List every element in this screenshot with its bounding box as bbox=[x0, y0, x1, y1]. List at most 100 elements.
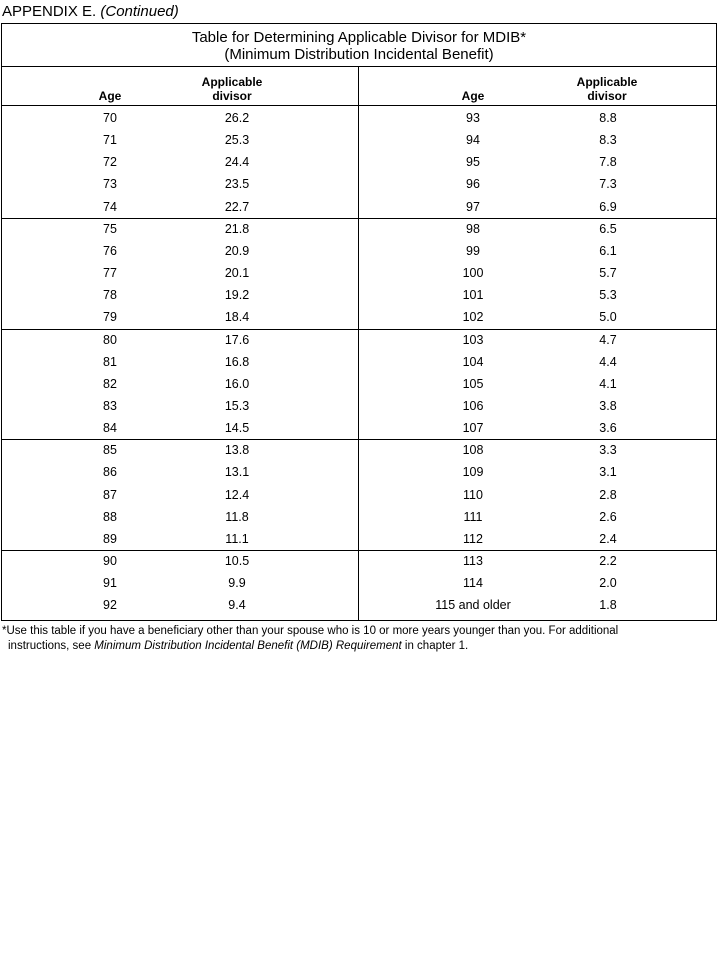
age-cell: 78 bbox=[103, 288, 117, 303]
age-cell: 77 bbox=[103, 266, 117, 281]
divisor-cell: 20.1 bbox=[224, 266, 250, 281]
divisor-cell: 4.4 bbox=[599, 354, 617, 369]
divisor-cell: 7.3 bbox=[599, 177, 617, 192]
age-cell: 88 bbox=[103, 509, 117, 524]
divisor-cell: 8.3 bbox=[599, 133, 617, 148]
divisor-cell: 1.8 bbox=[599, 598, 617, 613]
age-cell: 92 bbox=[103, 598, 117, 613]
table-title: Table for Determining Applicable Divisor… bbox=[2, 24, 716, 67]
divisor-cell: 24.4 bbox=[224, 155, 250, 170]
divisor-cell: 26.2 bbox=[224, 111, 250, 125]
divisor-cell: 4.1 bbox=[599, 376, 617, 391]
divisor-cell: 3.1 bbox=[599, 465, 617, 480]
age-cell: 100 bbox=[462, 266, 484, 281]
divisor-cell: 9.9 bbox=[228, 576, 246, 591]
age-cell: 94 bbox=[466, 133, 480, 148]
divisor-cell: 2.6 bbox=[599, 509, 617, 524]
divisor-cell: 6.5 bbox=[599, 221, 617, 236]
divisor-cell: 8.8 bbox=[599, 111, 617, 125]
group-separator bbox=[2, 328, 716, 330]
table-header: Age Applicable divisor Age Applicable divi… bbox=[2, 67, 716, 106]
footnote-line2: instructions, see Minimum Distribution I… bbox=[2, 639, 722, 654]
divisor-cell: 6.1 bbox=[599, 243, 617, 258]
group-separator bbox=[2, 439, 716, 441]
age-cell: 71 bbox=[103, 133, 117, 148]
divisor-table: Table for Determining Applicable Divisor… bbox=[1, 23, 717, 621]
divisor-cell: 10.5 bbox=[224, 554, 250, 568]
age-cell: 102 bbox=[462, 310, 484, 325]
footnote-italic-reference: Minimum Distribution Incidental Benefit … bbox=[94, 640, 402, 652]
header-divisor-right: Applicable divisor bbox=[547, 75, 667, 103]
divisor-cell: 17.6 bbox=[224, 332, 250, 347]
column-divider bbox=[358, 67, 359, 620]
appendix-heading: APPENDIX E. (Continued) bbox=[2, 3, 179, 20]
age-cell: 110 bbox=[463, 487, 483, 502]
age-cell: 105 bbox=[462, 376, 484, 391]
divisor-cell: 11.8 bbox=[225, 509, 249, 524]
header-divisor-left: Applicable divisor bbox=[172, 75, 292, 103]
age-cell: 80 bbox=[103, 332, 117, 347]
divisor-cell: 16.0 bbox=[224, 376, 250, 391]
header-divisor-line2: divisor bbox=[587, 89, 627, 103]
divisor-cell: 3.8 bbox=[599, 398, 617, 413]
age-cell: 101 bbox=[462, 288, 484, 303]
divisor-cell: 16.8 bbox=[224, 354, 250, 369]
age-cell: 75 bbox=[103, 221, 117, 236]
age-cell: 111 bbox=[463, 509, 483, 524]
age-cell: 87 bbox=[103, 487, 117, 502]
age-cell: 108 bbox=[462, 443, 484, 458]
header-divisor-line1: Applicable bbox=[576, 75, 638, 89]
age-cell: 76 bbox=[103, 243, 117, 258]
age-cell: 70 bbox=[103, 111, 117, 125]
header-divisor-line2: divisor bbox=[212, 89, 252, 103]
divisor-cell: 18.4 bbox=[224, 310, 250, 325]
age-cell: 90 bbox=[103, 554, 117, 568]
divisor-cell: 14.5 bbox=[224, 421, 250, 436]
table-title-line2: (Minimum Distribution Incidental Benefit… bbox=[224, 46, 494, 63]
divisor-cell: 20.9 bbox=[224, 243, 250, 258]
group-separator bbox=[2, 217, 716, 219]
header-divisor-line1: Applicable bbox=[201, 75, 263, 89]
age-cell: 89 bbox=[103, 531, 117, 546]
divisor-cell: 11.1 bbox=[225, 531, 249, 546]
divisor-cell: 19.2 bbox=[224, 288, 250, 303]
divisor-cell: 25.3 bbox=[224, 133, 250, 148]
age-cell: 113 bbox=[463, 554, 483, 568]
age-cell: 82 bbox=[103, 376, 117, 391]
table-title-line1: Table for Determining Applicable Divisor… bbox=[191, 29, 527, 46]
divisor-cell: 6.9 bbox=[599, 199, 617, 214]
divisor-cell: 13.1 bbox=[224, 465, 250, 480]
footnote-line1: *Use this table if you have a beneficiar… bbox=[2, 625, 619, 637]
group-separator bbox=[2, 550, 716, 551]
age-cell: 93 bbox=[466, 111, 480, 125]
divisor-cell: 21.8 bbox=[224, 221, 250, 236]
age-cell: 96 bbox=[466, 177, 480, 192]
age-cell: 95 bbox=[466, 155, 480, 170]
age-cell: 81 bbox=[103, 354, 117, 369]
age-cell: 99 bbox=[466, 243, 480, 258]
divisor-cell: 2.4 bbox=[599, 531, 617, 546]
appendix-label: APPENDIX E. bbox=[2, 3, 97, 20]
divisor-cell: 12.4 bbox=[224, 487, 250, 502]
age-cell: 109 bbox=[462, 465, 484, 480]
age-cell: 97 bbox=[466, 199, 480, 214]
divisor-cell: 5.0 bbox=[599, 310, 617, 325]
divisor-cell: 2.0 bbox=[599, 576, 617, 591]
footnote-text: in chapter 1. bbox=[401, 640, 469, 652]
age-cell: 114 bbox=[463, 576, 483, 591]
divisor-cell: 4.7 bbox=[599, 332, 617, 347]
age-cell: 74 bbox=[103, 199, 117, 214]
divisor-cell: 5.3 bbox=[599, 288, 617, 303]
age-cell: 83 bbox=[103, 398, 117, 413]
divisor-cell: 22.7 bbox=[224, 199, 250, 214]
divisor-cell: 9.4 bbox=[228, 598, 246, 613]
age-cell: 98 bbox=[466, 221, 480, 236]
age-cell: 112 bbox=[463, 531, 483, 546]
divisor-cell: 3.3 bbox=[599, 443, 617, 458]
age-cell: 86 bbox=[103, 465, 117, 480]
divisor-cell: 15.3 bbox=[224, 398, 250, 413]
header-age-left: Age bbox=[98, 89, 122, 103]
continued-label: (Continued) bbox=[100, 3, 179, 20]
divisor-cell: 2.8 bbox=[599, 487, 617, 502]
age-cell: 106 bbox=[462, 398, 484, 413]
